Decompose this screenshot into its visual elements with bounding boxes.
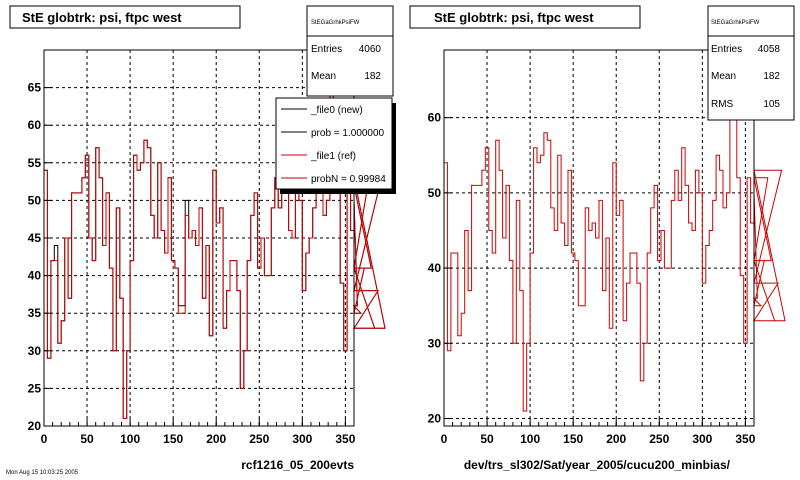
stats-entries-label-right: Entries — [711, 44, 742, 55]
x-axis-label-right: dev/trs_sl302/Sat/year_2005/cucu200_minb… — [464, 458, 731, 472]
panel-left: StE globtrk: psi, ftpc west 0 50 100 150 200… — [9, 5, 396, 472]
stats-mean-value-left: 182 — [364, 71, 381, 82]
x-tick-label-left-3: 150 — [163, 432, 183, 446]
panel-right: StE globtrk: psi, ftpc west 0 50 100 150 200… — [409, 5, 795, 472]
ticks-right: 0 50 100 150 200 250 300 350 20 30 40 50 60 — [428, 111, 756, 446]
x-axis-label-left: rcf1216_05_200evts — [241, 458, 354, 472]
x-tick-label-left-6: 300 — [292, 432, 312, 446]
legend-entry-0: _file0 (new) — [310, 105, 363, 116]
x-tick-label-left-1: 50 — [80, 432, 94, 446]
x-tick-label-right-7: 350 — [735, 432, 755, 446]
footer-timestamp: Mon Aug 15 10:03:25 2005 — [6, 470, 79, 476]
x-tick-label-right-3: 150 — [563, 432, 583, 446]
y-tick-label-left-8: 60 — [28, 118, 42, 132]
x-tick-label-left-4: 200 — [206, 432, 226, 446]
x-tick-label-left-7: 350 — [335, 432, 355, 446]
y-tick-label-left-0: 20 — [28, 419, 42, 433]
title-box-right — [409, 5, 641, 29]
y-tick-label-left-5: 45 — [28, 231, 42, 245]
x-tick-label-right-0: 0 — [441, 432, 448, 446]
x-tick-label-left-2: 100 — [120, 432, 140, 446]
x-tick-label-right-2: 100 — [520, 432, 540, 446]
y-tick-label-left-1: 25 — [28, 381, 42, 395]
y-tick-label-left-9: 65 — [28, 81, 42, 95]
stats-rms-label-right: RMS — [711, 99, 734, 110]
x-tick-label-right-5: 250 — [649, 432, 669, 446]
legend-entry-3: probN = 0.99984 — [311, 174, 386, 185]
y-tick-label-left-6: 50 — [28, 193, 42, 207]
stats-mean-value-right: 182 — [763, 71, 780, 82]
stats-mean-label-right: Mean — [711, 71, 736, 82]
stats-mean-label-left: Mean — [311, 71, 336, 82]
y-tick-label-right-1: 30 — [428, 336, 442, 350]
stats-entries-value-left: 4060 — [359, 44, 382, 55]
stats-entries-label-left: Entries — [311, 44, 342, 55]
chart-title-left: StE globtrk: psi, ftpc west — [22, 10, 182, 25]
stats-header-right: StEGaGrhkPsiFW — [711, 20, 760, 26]
x-tick-label-right-4: 200 — [606, 432, 626, 446]
stats-entries-value-right: 4058 — [758, 44, 781, 55]
legend-entry-1: prob = 1.000000 — [311, 128, 385, 139]
legend-left: _file0 (new) prob = 1.000000 _file1 (ref… — [275, 97, 396, 194]
stats-box-right: StEGaGrhkPsiFW Entries 4058 Mean 182 RMS… — [707, 5, 795, 121]
x-tick-label-left-5: 250 — [249, 432, 269, 446]
stats-box-left: StEGaGrhkPsiFW Entries 4060 Mean 182 — [306, 5, 394, 97]
y-tick-label-left-7: 55 — [28, 156, 42, 170]
y-tick-label-left-3: 35 — [28, 306, 42, 320]
title-box-left — [9, 5, 241, 29]
x-tick-label-left-0: 0 — [41, 432, 48, 446]
y-tick-label-left-2: 30 — [28, 344, 42, 358]
y-tick-label-right-4: 60 — [428, 111, 442, 125]
chart-title-right: StE globtrk: psi, ftpc west — [434, 10, 594, 25]
y-tick-label-right-2: 40 — [428, 261, 442, 275]
stats-header-left: StEGaGrhkPsiFW — [311, 20, 360, 26]
y-tick-label-left-4: 40 — [28, 269, 42, 283]
stats-rms-value-right: 105 — [763, 99, 780, 110]
y-tick-label-right-3: 50 — [428, 186, 442, 200]
legend-entry-2: _file1 (ref) — [310, 151, 356, 162]
x-tick-label-right-6: 300 — [692, 432, 712, 446]
x-tick-label-right-1: 50 — [480, 432, 494, 446]
y-tick-label-right-0: 20 — [428, 411, 442, 425]
ticks-left: 0 50 100 150 200 250 300 350 20 25 30 35 40 45 50 55 60 6… — [28, 81, 356, 446]
